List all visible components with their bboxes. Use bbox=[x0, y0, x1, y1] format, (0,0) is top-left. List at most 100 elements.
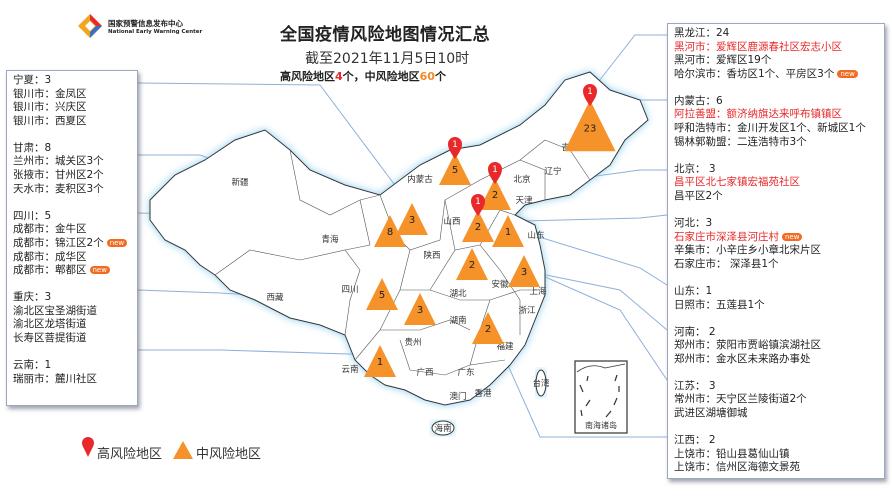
region-group: 宁夏：3 银川市：金凤区 银川市：兴庆区 银川市：西夏区 bbox=[13, 74, 131, 128]
inset-label: 南海诸岛 bbox=[585, 420, 617, 430]
region-line-text: 天水市：麦积区3个 bbox=[13, 182, 104, 195]
region-line-text: 常州市：天宁区兰陵街道2个 bbox=[674, 393, 807, 406]
logo-name-en: National Early Warning Center bbox=[108, 28, 203, 35]
region-line-text: 辛集市：小辛庄乡小章北宋片区 bbox=[674, 244, 821, 257]
region-header: 江苏： 3 bbox=[674, 379, 716, 392]
region-header: 北京： 3 bbox=[674, 162, 716, 175]
logo-icon bbox=[78, 14, 102, 38]
region-header: 河北：3 bbox=[674, 217, 713, 230]
high-count: 1 bbox=[492, 165, 498, 175]
risk-marker[interactable]: 2 bbox=[456, 248, 488, 280]
region-header: 云南：1 bbox=[13, 359, 52, 372]
region-header: 黑龙江：24 bbox=[674, 27, 730, 39]
new-badge: new bbox=[106, 238, 128, 247]
region-line: 郑州市：金水区未来路办事处 bbox=[674, 353, 878, 367]
region-group: 河南： 2 郑州市：荥阳市贾峪镇滨湖社区 郑州市：金水区未来路办事处 bbox=[674, 326, 878, 367]
region-line: 石家庄市： 深泽县1个 bbox=[674, 258, 878, 272]
region-line: 昌平区北七家镇宏福苑社区 bbox=[674, 176, 878, 190]
province-label: 海南 bbox=[434, 423, 451, 434]
region-line-text: 黑河市：爱辉区鹿源春社区宏志小区 bbox=[674, 40, 842, 53]
region-line-text: 郑州市：金水区未来路办事处 bbox=[674, 352, 811, 365]
medium-risk-triangle-icon bbox=[404, 293, 436, 325]
risk-marker[interactable]: 51 bbox=[439, 137, 471, 185]
region-line: 成都市：成华区 bbox=[13, 251, 131, 265]
new-badge: new bbox=[782, 232, 803, 241]
medium-risk-triangle-icon bbox=[374, 215, 406, 247]
region-line-text: 郑州市：荥阳市贾峪镇滨湖社区 bbox=[674, 339, 821, 352]
region-line: 昌平区2个 bbox=[674, 190, 878, 204]
hainan-island bbox=[431, 420, 455, 436]
medium-count: 5 bbox=[452, 165, 458, 176]
region-group: 江苏： 3 常州市：天宁区兰陵街道2个 武进区湖塘御城 bbox=[674, 380, 878, 421]
risk-marker[interactable]: 23 1 bbox=[564, 84, 616, 152]
province-label: 北京 bbox=[513, 174, 530, 185]
region-group: 甘肃：8 兰州市：城关区3个 张掖市：甘州区2个 天水市：麦积区3个 bbox=[13, 142, 131, 196]
risk-marker[interactable]: 5 bbox=[366, 278, 398, 310]
province-label: 广西 bbox=[416, 367, 433, 378]
region-line-text: 石家庄市深泽县河庄村 bbox=[674, 230, 779, 243]
region-line-text: 上饶市：铅山县葛仙山镇 bbox=[674, 447, 790, 460]
province-label: 台湾 bbox=[532, 378, 550, 389]
region-line: 辛集市：小辛庄乡小章北宋片区 bbox=[674, 244, 878, 258]
region-header: 内蒙古：6 bbox=[674, 94, 723, 107]
province-label: 四川 bbox=[341, 285, 358, 295]
medium-risk-triangle-icon bbox=[472, 312, 504, 344]
high-risk-pin-icon bbox=[583, 84, 597, 106]
legend-high: 高风险地区 bbox=[97, 447, 163, 462]
risk-marker[interactable]: 8 bbox=[374, 215, 406, 247]
risk-marker[interactable]: 21 bbox=[479, 162, 511, 210]
page-title: 全国疫情风险地图情况汇总 bbox=[280, 25, 490, 45]
region-line-text: 上饶市：信州区海德文景苑 bbox=[674, 461, 800, 474]
region-group: 黑龙江：24 黑河市：爱辉区鹿源春社区宏志小区 黑河市：爱辉区19个 哈尔滨市：香坊区… bbox=[674, 27, 878, 81]
region-line: 张掖市：甘州区2个 bbox=[13, 169, 131, 183]
province-label: 山东 bbox=[527, 230, 544, 241]
risk-marker[interactable]: 21 bbox=[462, 194, 494, 242]
medium-risk-triangle-icon bbox=[173, 441, 193, 459]
risk-marker[interactable]: 3 bbox=[396, 203, 428, 235]
risk-marker[interactable]: 1 bbox=[492, 215, 524, 247]
region-line-text: 成都市：郫都区 bbox=[13, 264, 87, 277]
region-group: 四川：5 成都市：金牛区 成都市：锦江区2个 new 成都市：成华区 成都市：郫都区 new bbox=[13, 210, 131, 278]
region-line-text: 哈尔滨市：香坊区1个、平房区3个 bbox=[674, 67, 835, 80]
risk-marker[interactable]: 3 bbox=[508, 255, 540, 287]
province-label: 山西 bbox=[443, 216, 460, 227]
region-line: 上饶市：信州区海德文景苑 bbox=[674, 461, 878, 475]
medium-risk-triangle-icon bbox=[364, 345, 396, 377]
province-label: 上海 bbox=[529, 286, 547, 297]
region-line: 渝北区宝圣湖街道 bbox=[13, 305, 131, 319]
risk-marker[interactable]: 2 bbox=[472, 312, 504, 344]
high-risk-pin-icon bbox=[488, 162, 502, 184]
leader-line bbox=[509, 227, 668, 286]
region-line-text: 银川市：兴庆区 bbox=[13, 101, 87, 114]
medium-count: 3 bbox=[409, 215, 415, 226]
region-line-text: 成都市：锦江区2个 bbox=[13, 236, 104, 249]
high-count: 4 bbox=[335, 70, 343, 83]
region-line-text: 黑河市：爱辉区19个 bbox=[674, 54, 772, 67]
province-label: 香港 bbox=[474, 388, 492, 399]
legend-medium: 中风险地区 bbox=[196, 447, 262, 462]
region-line: 石家庄市深泽县河庄村 new bbox=[674, 231, 878, 245]
region-group: 北京： 3 昌平区北七家镇宏福苑社区 昌平区2个 bbox=[674, 163, 878, 204]
risk-marker[interactable]: 3 bbox=[404, 293, 436, 325]
region-line-text: 银川市：金凤区 bbox=[13, 87, 87, 100]
region-line: 武进区湖塘御城 bbox=[674, 407, 878, 421]
region-line-text: 渝北区龙塔街道 bbox=[13, 318, 87, 331]
province-label: 贵州 bbox=[404, 337, 421, 348]
province-label: 湖南 bbox=[449, 315, 466, 326]
medium-risk-triangle-icon bbox=[439, 153, 471, 185]
mid-label: ，中风险地区 bbox=[353, 70, 420, 83]
region-line: 银川市：金凤区 bbox=[13, 88, 131, 102]
region-line-text: 瑞丽市：麓川社区 bbox=[13, 372, 97, 385]
risk-counts: 高风险地区4个，中风险地区60个 bbox=[280, 68, 446, 84]
region-line: 成都市：锦江区2个 new bbox=[13, 237, 131, 251]
leader-line bbox=[591, 34, 667, 91]
medium-risk-triangle-icon bbox=[462, 210, 494, 242]
region-line: 兰州市：城关区3个 bbox=[13, 155, 131, 169]
region-line: 渝北区龙塔街道 bbox=[13, 318, 131, 332]
risk-marker[interactable]: 1 bbox=[364, 345, 396, 377]
region-line-text: 银川市：西夏区 bbox=[13, 114, 87, 127]
region-header: 山东：1 bbox=[674, 284, 713, 297]
high-label: 高风险地区 bbox=[280, 70, 335, 83]
new-badge: new bbox=[837, 69, 858, 78]
unit: 个 bbox=[342, 70, 354, 83]
